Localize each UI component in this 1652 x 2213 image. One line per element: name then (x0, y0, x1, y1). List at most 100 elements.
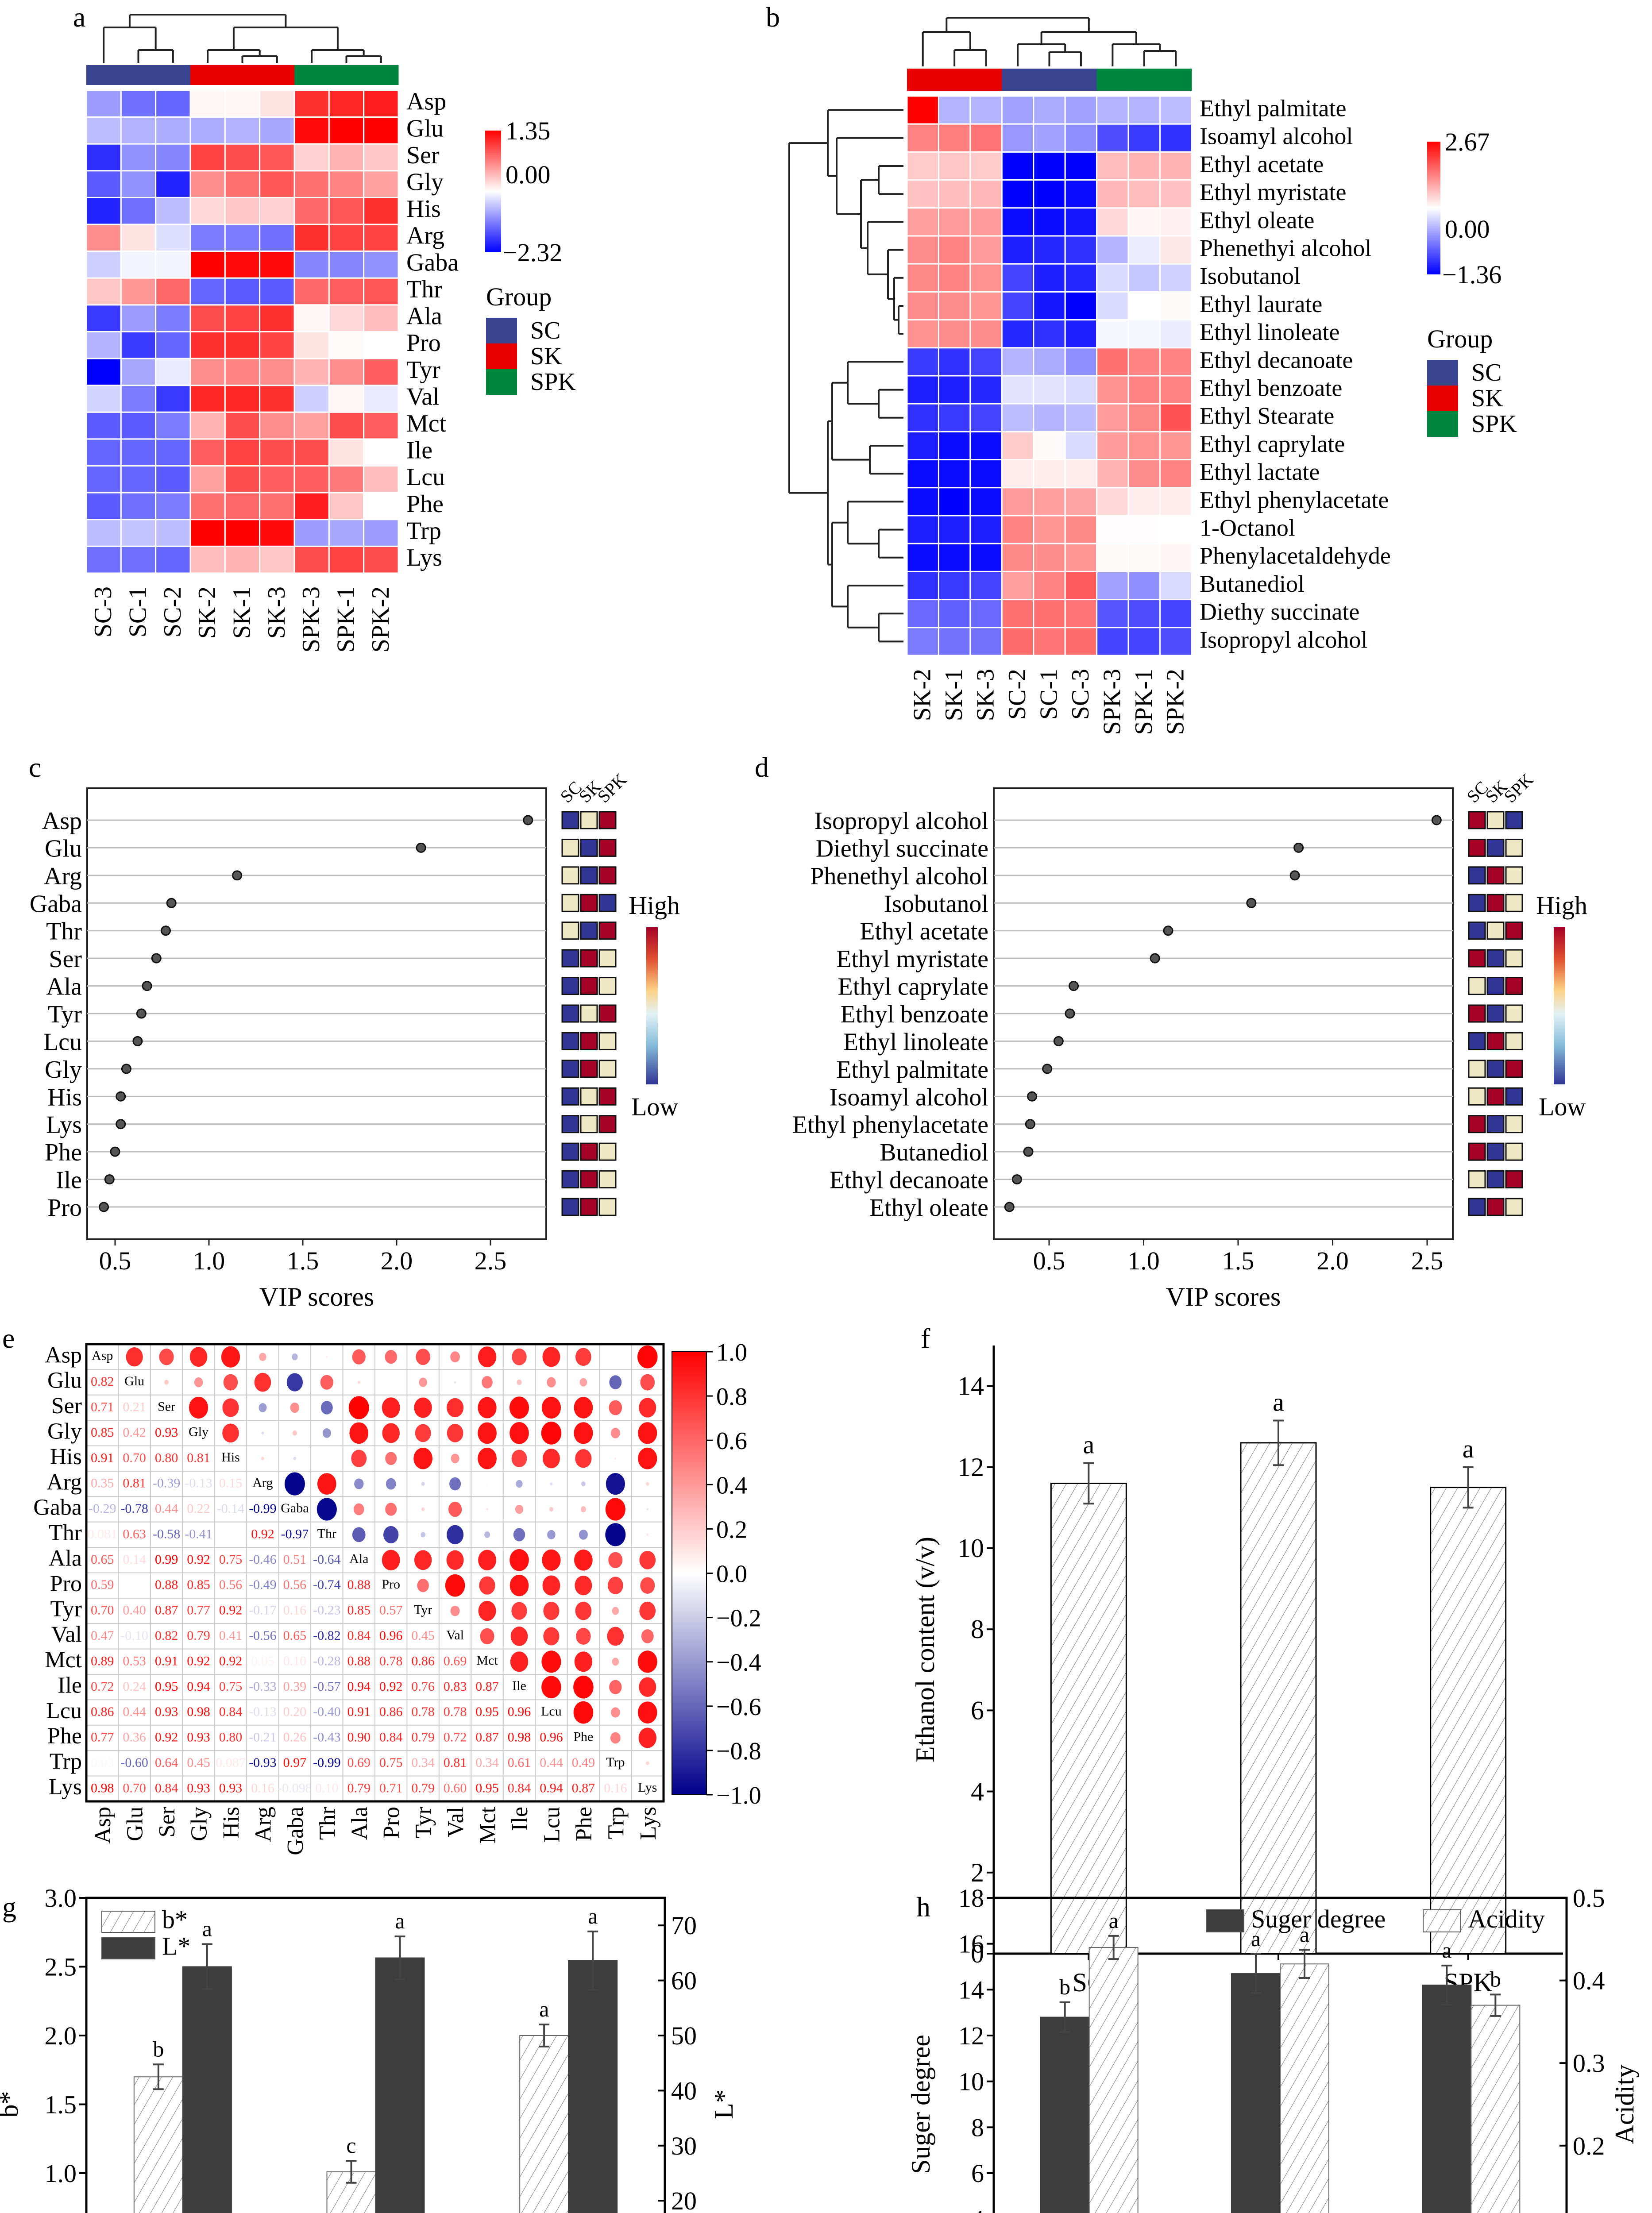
heatmap-cell (1064, 291, 1098, 321)
relative-level-square (1468, 866, 1486, 885)
category-label: Asp (42, 807, 82, 835)
correlation-value: 0.94 (540, 1781, 563, 1795)
heatmap-cell (1064, 543, 1098, 572)
heatmap-cell (363, 438, 399, 467)
group-legend-label: SK (1471, 385, 1503, 412)
row-label: Ethyl benzoate (1200, 375, 1342, 401)
heatmap-cell (906, 347, 939, 377)
correlation-value: 0.93 (187, 1781, 210, 1795)
legend-swatch (1206, 1909, 1244, 1932)
heatmap-cell (1096, 347, 1129, 377)
correlation-circle (286, 1373, 303, 1392)
heatmap-cell (1064, 431, 1098, 461)
heatmap-cell (293, 545, 330, 574)
correlation-circle (607, 1577, 623, 1594)
heatmap-cell (328, 358, 365, 386)
heatmap-cell (1001, 431, 1034, 461)
heatmap-cell (938, 151, 971, 181)
correlation-value: 0.72 (444, 1730, 467, 1745)
correlation-circle (646, 1761, 649, 1766)
correlation-cell (374, 1674, 408, 1700)
heatmap-cell (293, 89, 330, 118)
correlation-circle (478, 1600, 496, 1621)
correlation-value: 0.45 (411, 1628, 435, 1643)
heatmap-cell (938, 291, 971, 321)
significance-label: b (153, 2036, 164, 2061)
panel-letter-f: f (921, 1322, 930, 1354)
category-label: Ethyl decanoate (830, 1167, 988, 1194)
heatmap-cell (1096, 543, 1129, 572)
correlation-circle (516, 1480, 523, 1488)
significance-label: a (588, 1904, 598, 1928)
correlation-cell (278, 1623, 312, 1650)
correlation-circle (542, 1549, 561, 1571)
bar-sugerdegree (1422, 1984, 1472, 2213)
y-right-tick-label: 70 (671, 1911, 697, 1940)
row-label: Tyr (406, 356, 440, 384)
heatmap-cell (189, 170, 226, 198)
correlation-cell (374, 1369, 408, 1396)
heatmap-cell (1096, 207, 1129, 237)
heatmap-cell (259, 251, 295, 279)
correlation-cell (342, 1597, 375, 1624)
heatmap-cell (120, 492, 157, 520)
diagonal-label: Gaba (281, 1501, 309, 1515)
heatmap-cell (906, 627, 939, 656)
heatmap-cell (1064, 347, 1098, 377)
panel-letter-b: b (766, 1, 780, 33)
correlation-circle (541, 1650, 561, 1673)
correlation-cell (182, 1674, 215, 1700)
heatmap-cell (85, 116, 122, 145)
correlation-value: 0.15 (219, 1476, 243, 1491)
category-label: Isobutanol (884, 890, 988, 918)
heatmap-cell (293, 465, 330, 493)
correlation-circle (542, 1449, 560, 1469)
heatmap-cell (363, 331, 399, 359)
correlation-cell (86, 1445, 119, 1472)
panel-h-sugar-acidity-bar-chart: 0246810121416180.00.10.20.30.40.5baSCaaS… (906, 1884, 1639, 2213)
relative-level-square (1486, 1087, 1505, 1106)
bar-l (182, 1966, 232, 2213)
significance-label: a (1463, 1434, 1474, 1463)
relative-level-square (1468, 1115, 1486, 1133)
correlation-circle (386, 1478, 396, 1490)
correlation-value: 0.85 (91, 1425, 114, 1440)
heatmap-cell (155, 170, 191, 198)
colorbar (672, 1351, 707, 1795)
relative-level-square (598, 1115, 617, 1133)
heatmap-cell (938, 599, 971, 628)
heatmap-cell (1127, 459, 1161, 489)
heatmap-cell (1033, 235, 1066, 265)
column-label: SK-2 (193, 586, 221, 639)
correlation-circle (352, 1527, 366, 1542)
column-label: Thr (315, 1807, 340, 1840)
column-label: SC-2 (159, 586, 186, 637)
heatmap-cell (969, 151, 1003, 181)
vip-point (1150, 953, 1160, 964)
group-legend-label: SC (1471, 359, 1502, 386)
correlation-circle (511, 1602, 527, 1620)
vip-point (116, 1119, 126, 1130)
correlation-value: 0.92 (187, 1552, 210, 1567)
x-tick-label: 1.5 (287, 1246, 319, 1275)
y-tick-label: 14 (958, 1975, 984, 2004)
heatmap-cell (155, 519, 191, 547)
colorbar-tick-label: −0.2 (716, 1605, 761, 1632)
correlation-circle (385, 1350, 397, 1364)
correlation-cell (310, 1648, 344, 1675)
correlation-cell (406, 1750, 440, 1777)
heatmap-cell (328, 545, 365, 574)
correlation-circle (547, 1530, 556, 1539)
heatmap-cell (259, 519, 295, 547)
heatmap-cell (938, 319, 971, 349)
column-label: SK-1 (228, 586, 256, 639)
heatmap-cell (293, 492, 330, 520)
heatmap-cell (259, 385, 295, 413)
correlation-value: 0.40 (123, 1603, 146, 1618)
correlation-value: 0.78 (411, 1704, 435, 1719)
heatmap-cell (938, 179, 971, 209)
category-label: Glu (45, 835, 82, 862)
row-label: Gly (406, 168, 444, 196)
column-label: Arg (251, 1807, 276, 1842)
vip-point (1431, 815, 1442, 825)
